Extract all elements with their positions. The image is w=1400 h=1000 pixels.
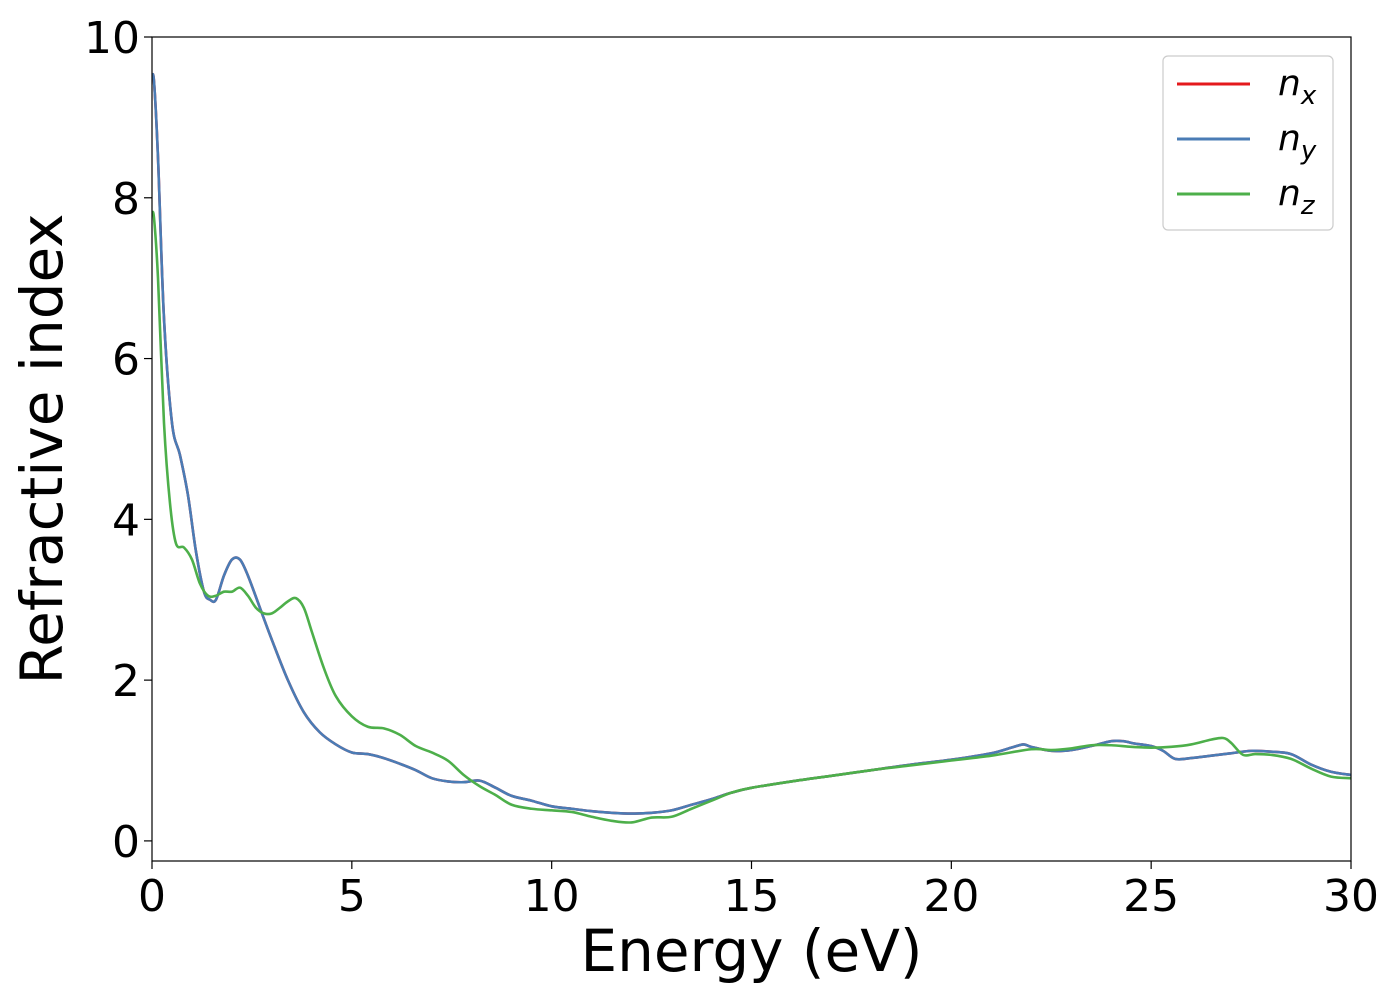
x-tick-label: 20 <box>923 871 979 922</box>
x-axis-ticks: 0 5 10 15 20 25 30 <box>138 861 1379 922</box>
legend-label-base: n <box>1278 63 1301 104</box>
y-tick-label: 0 <box>112 817 140 868</box>
x-tick-label: 30 <box>1323 871 1379 922</box>
series-layer <box>152 72 1351 824</box>
legend-label-subscript: y <box>1300 136 1317 166</box>
y-tick-label: 6 <box>112 335 140 386</box>
legend-box <box>1162 55 1334 231</box>
y-tick-label: 8 <box>112 174 140 225</box>
series-line-ny <box>152 72 1351 815</box>
x-tick-label: 5 <box>338 871 366 922</box>
y-tick-label: 4 <box>112 495 140 546</box>
legend-label-nx: nx <box>1278 63 1317 111</box>
legend-label-nz: nz <box>1278 173 1316 221</box>
y-tick-label: 2 <box>112 656 140 707</box>
y-axis-ticks: 0 2 4 6 8 10 <box>84 13 152 868</box>
x-tick-label: 15 <box>724 871 780 922</box>
series-line-nz <box>152 210 1351 824</box>
x-axis-title: Energy (eV) <box>580 917 922 985</box>
y-axis-title: Refractive index <box>8 213 76 684</box>
legend-label-subscript: x <box>1300 81 1317 111</box>
legend-label-base: n <box>1278 173 1301 214</box>
x-tick-label: 25 <box>1123 871 1179 922</box>
x-tick-label: 0 <box>138 871 166 922</box>
legend-label-ny: ny <box>1278 118 1317 166</box>
y-tick-label: 10 <box>84 13 140 64</box>
legend-label-base: n <box>1278 118 1301 159</box>
x-tick-label: 10 <box>524 871 580 922</box>
legend-label-subscript: z <box>1300 191 1316 221</box>
